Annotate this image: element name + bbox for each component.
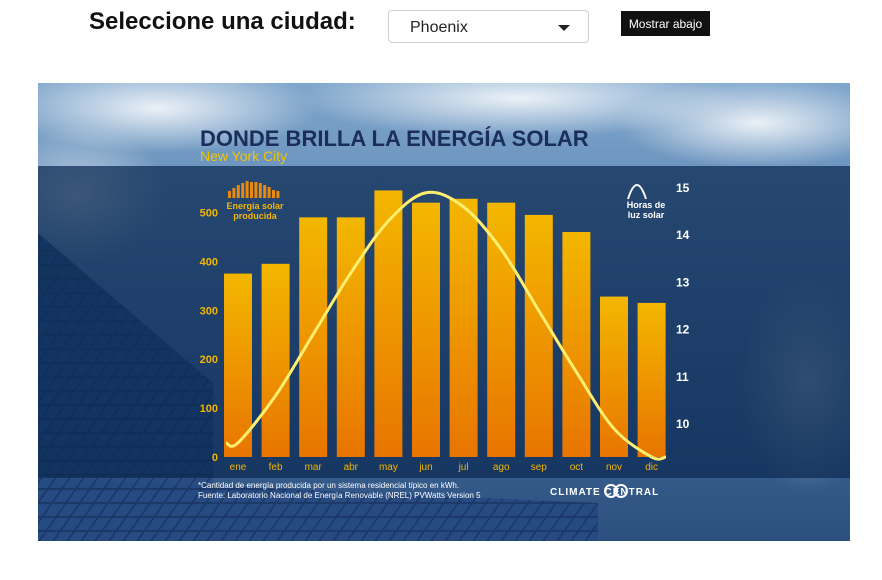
y-right-tick-label: 12 xyxy=(676,323,690,337)
x-tick-label: ago xyxy=(493,462,510,473)
city-select-value: Phoenix xyxy=(410,19,468,36)
x-tick-label: may xyxy=(379,462,398,473)
y-left-tick-label: 500 xyxy=(200,207,218,219)
sunlight-legend-icon xyxy=(627,184,647,200)
energy-legend-bar xyxy=(276,191,280,198)
bar-dic xyxy=(637,302,666,457)
bar-abr xyxy=(336,217,365,457)
y-right-tick-label: 14 xyxy=(676,228,690,242)
bar-ago xyxy=(487,202,516,457)
x-tick-label: dic xyxy=(645,462,658,473)
graphic-title: DONDE BRILLA LA ENERGÍA SOLAR xyxy=(200,126,589,151)
solar-energy-graphic: DONDE BRILLA LA ENERGÍA SOLAR New York C… xyxy=(38,83,850,541)
y-right-tick-label: 10 xyxy=(676,417,690,431)
bar-nov xyxy=(600,296,628,457)
x-tick-label: mar xyxy=(305,462,323,473)
energy-legend-bar xyxy=(267,187,271,198)
y-left-tick-label: 200 xyxy=(200,354,218,366)
x-tick-label: feb xyxy=(269,462,283,473)
city-selector-bar: Seleccione una ciudad: Phoenix Mostrar a… xyxy=(0,0,882,60)
y-left-tick-label: 0 xyxy=(212,452,218,464)
x-tick-label: ene xyxy=(230,462,247,473)
climate-central-logo: CLIMATE CENTRAL xyxy=(550,487,659,498)
energy-legend-line2: producida xyxy=(233,211,277,221)
energy-legend-bar xyxy=(232,188,236,198)
cloud-shape xyxy=(618,83,850,168)
x-tick-label: sep xyxy=(531,462,548,473)
x-tick-label: oct xyxy=(570,462,584,473)
energy-legend-bar xyxy=(228,191,231,198)
solar-panel-bottom xyxy=(38,478,598,541)
y-right-tick-label: 11 xyxy=(676,370,689,384)
energy-legend-bar xyxy=(236,185,240,198)
x-tick-label: abr xyxy=(344,462,359,473)
y-right-tick-label: 15 xyxy=(676,181,690,195)
y-left-tick-label: 300 xyxy=(200,305,218,317)
bar-ene xyxy=(224,273,252,457)
logo-ring-icon xyxy=(604,484,618,498)
energy-legend-bar xyxy=(254,182,258,198)
energy-legend-icon xyxy=(228,181,280,198)
y-left-tick-label: 400 xyxy=(200,256,218,268)
energy-legend-bar xyxy=(263,185,267,198)
sunlight-legend-line1: Horas de xyxy=(627,200,666,210)
energy-legend-bar xyxy=(258,183,262,198)
footnote-text: *Cantidad de energía producida por un si… xyxy=(198,481,459,490)
y-left-tick-label: 100 xyxy=(200,403,218,415)
bar-jul xyxy=(449,198,478,457)
city-selector-label: Seleccione una ciudad: xyxy=(89,8,356,35)
chart-panel xyxy=(38,166,850,478)
y-right-tick-label: 13 xyxy=(676,275,690,289)
show-below-button[interactable]: Mostrar abajo xyxy=(621,11,710,36)
energy-legend-bar xyxy=(250,182,253,198)
source-text: Fuente: Laboratorio Nacional de Energía … xyxy=(198,491,481,500)
x-tick-label: jul xyxy=(458,462,469,473)
energy-legend-bar xyxy=(272,190,275,198)
bar-may xyxy=(374,190,403,457)
energy-legend-bar xyxy=(245,181,249,198)
energy-legend-bar xyxy=(241,183,245,198)
graphic-subtitle: New York City xyxy=(200,148,287,164)
bar-jun xyxy=(412,202,440,457)
chart-area: ene feb mar abr may jun jul ago sep oct nov dic 0 100… xyxy=(200,181,690,473)
daylight-hours-line xyxy=(225,190,667,461)
city-select[interactable]: Phoenix xyxy=(388,10,589,43)
bar-sep xyxy=(524,214,553,457)
energy-legend-line1: Energía solar xyxy=(226,201,284,211)
x-tick-label: jun xyxy=(418,462,432,473)
x-tick-label: nov xyxy=(606,462,622,473)
logo-ring-icon xyxy=(614,484,628,498)
sunlight-legend-line2: luz solar xyxy=(628,210,665,220)
chevron-down-icon xyxy=(558,25,570,31)
bar-feb xyxy=(261,263,290,457)
bar-oct xyxy=(562,232,591,457)
